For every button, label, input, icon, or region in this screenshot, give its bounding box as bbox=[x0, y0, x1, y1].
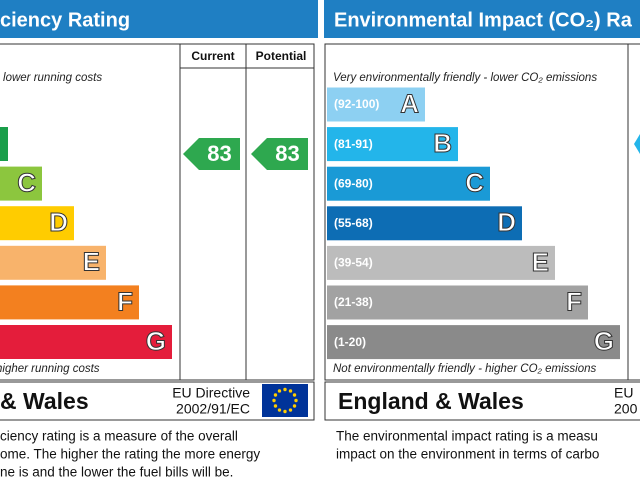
band-letter: C bbox=[465, 168, 484, 198]
rating-arrow bbox=[183, 138, 240, 170]
description: ne is and the lower the fuel bills will … bbox=[0, 465, 233, 480]
band-letter: E bbox=[532, 247, 549, 277]
band-range: (55-68) bbox=[334, 216, 373, 230]
band bbox=[327, 285, 588, 320]
region: & Wales bbox=[0, 388, 89, 414]
star bbox=[277, 408, 282, 412]
band bbox=[327, 325, 620, 360]
description: ciency rating is a measure of the overal… bbox=[0, 429, 238, 444]
star bbox=[272, 398, 276, 403]
band bbox=[327, 127, 458, 162]
band-letter: D bbox=[497, 207, 516, 237]
band-letter: E bbox=[83, 247, 100, 277]
star bbox=[294, 398, 298, 403]
right-footer bbox=[324, 381, 640, 421]
band-letter: A bbox=[400, 88, 419, 118]
band bbox=[0, 166, 42, 201]
top-note: - lower running costs bbox=[0, 72, 102, 84]
right-header-bar bbox=[324, 0, 640, 38]
band bbox=[0, 206, 74, 241]
star bbox=[277, 389, 282, 393]
band-range: (81-91) bbox=[334, 137, 373, 151]
star bbox=[283, 387, 287, 392]
star bbox=[288, 389, 293, 393]
band bbox=[327, 245, 555, 280]
column-label: Potential bbox=[256, 49, 307, 63]
star bbox=[292, 404, 297, 408]
band-letter: F bbox=[566, 286, 582, 316]
band-letter: D bbox=[49, 207, 68, 237]
left-footer bbox=[0, 381, 315, 421]
band bbox=[0, 127, 8, 161]
star bbox=[273, 404, 278, 408]
star bbox=[273, 393, 278, 397]
left-frame bbox=[0, 43, 315, 381]
band-range: (21-38) bbox=[334, 295, 373, 309]
directive: EU bbox=[614, 385, 633, 401]
rating-value: 83 bbox=[275, 141, 299, 166]
rating-arrow bbox=[634, 134, 640, 154]
left-header: ciency Rating bbox=[0, 9, 130, 31]
band-range: (1-20) bbox=[334, 335, 366, 349]
left-header-bar bbox=[0, 0, 318, 38]
column-label: Current bbox=[191, 49, 234, 63]
band-letter: C bbox=[17, 167, 36, 197]
band bbox=[327, 87, 425, 122]
rating-arrow bbox=[251, 138, 308, 170]
directive: 200 bbox=[614, 401, 638, 417]
bottom-note: higher running costs bbox=[0, 363, 100, 375]
directive: EU Directive bbox=[172, 385, 250, 401]
star bbox=[283, 409, 287, 414]
band-range: (69-80) bbox=[334, 176, 373, 190]
star bbox=[288, 408, 293, 412]
band bbox=[0, 325, 172, 359]
band-letter: G bbox=[146, 326, 166, 356]
band-range: (92-100) bbox=[334, 97, 379, 111]
eu-flag bbox=[262, 384, 308, 417]
rating-value: 83 bbox=[207, 141, 231, 166]
description: impact on the environment in terms of ca… bbox=[336, 447, 599, 462]
description: The environmental impact rating is a mea… bbox=[336, 429, 598, 444]
band bbox=[0, 245, 106, 280]
right-frame bbox=[324, 43, 640, 381]
band-letter: F bbox=[117, 286, 133, 316]
bottom-note: Not environmentally friendly - higher CO… bbox=[333, 363, 596, 375]
region: England & Wales bbox=[338, 388, 524, 414]
band-letter: G bbox=[594, 326, 614, 356]
band bbox=[327, 206, 522, 241]
band bbox=[327, 166, 490, 201]
top-note: Very environmentally friendly - lower CO… bbox=[333, 72, 597, 84]
band bbox=[0, 285, 139, 320]
star bbox=[292, 393, 297, 397]
right-header: Environmental Impact (CO₂) Ra bbox=[334, 9, 633, 31]
directive: 2002/91/EC bbox=[176, 401, 250, 417]
band-letter: B bbox=[433, 128, 452, 158]
description: ome. The higher the rating the more ener… bbox=[0, 447, 260, 462]
band-range: (39-54) bbox=[334, 256, 373, 270]
